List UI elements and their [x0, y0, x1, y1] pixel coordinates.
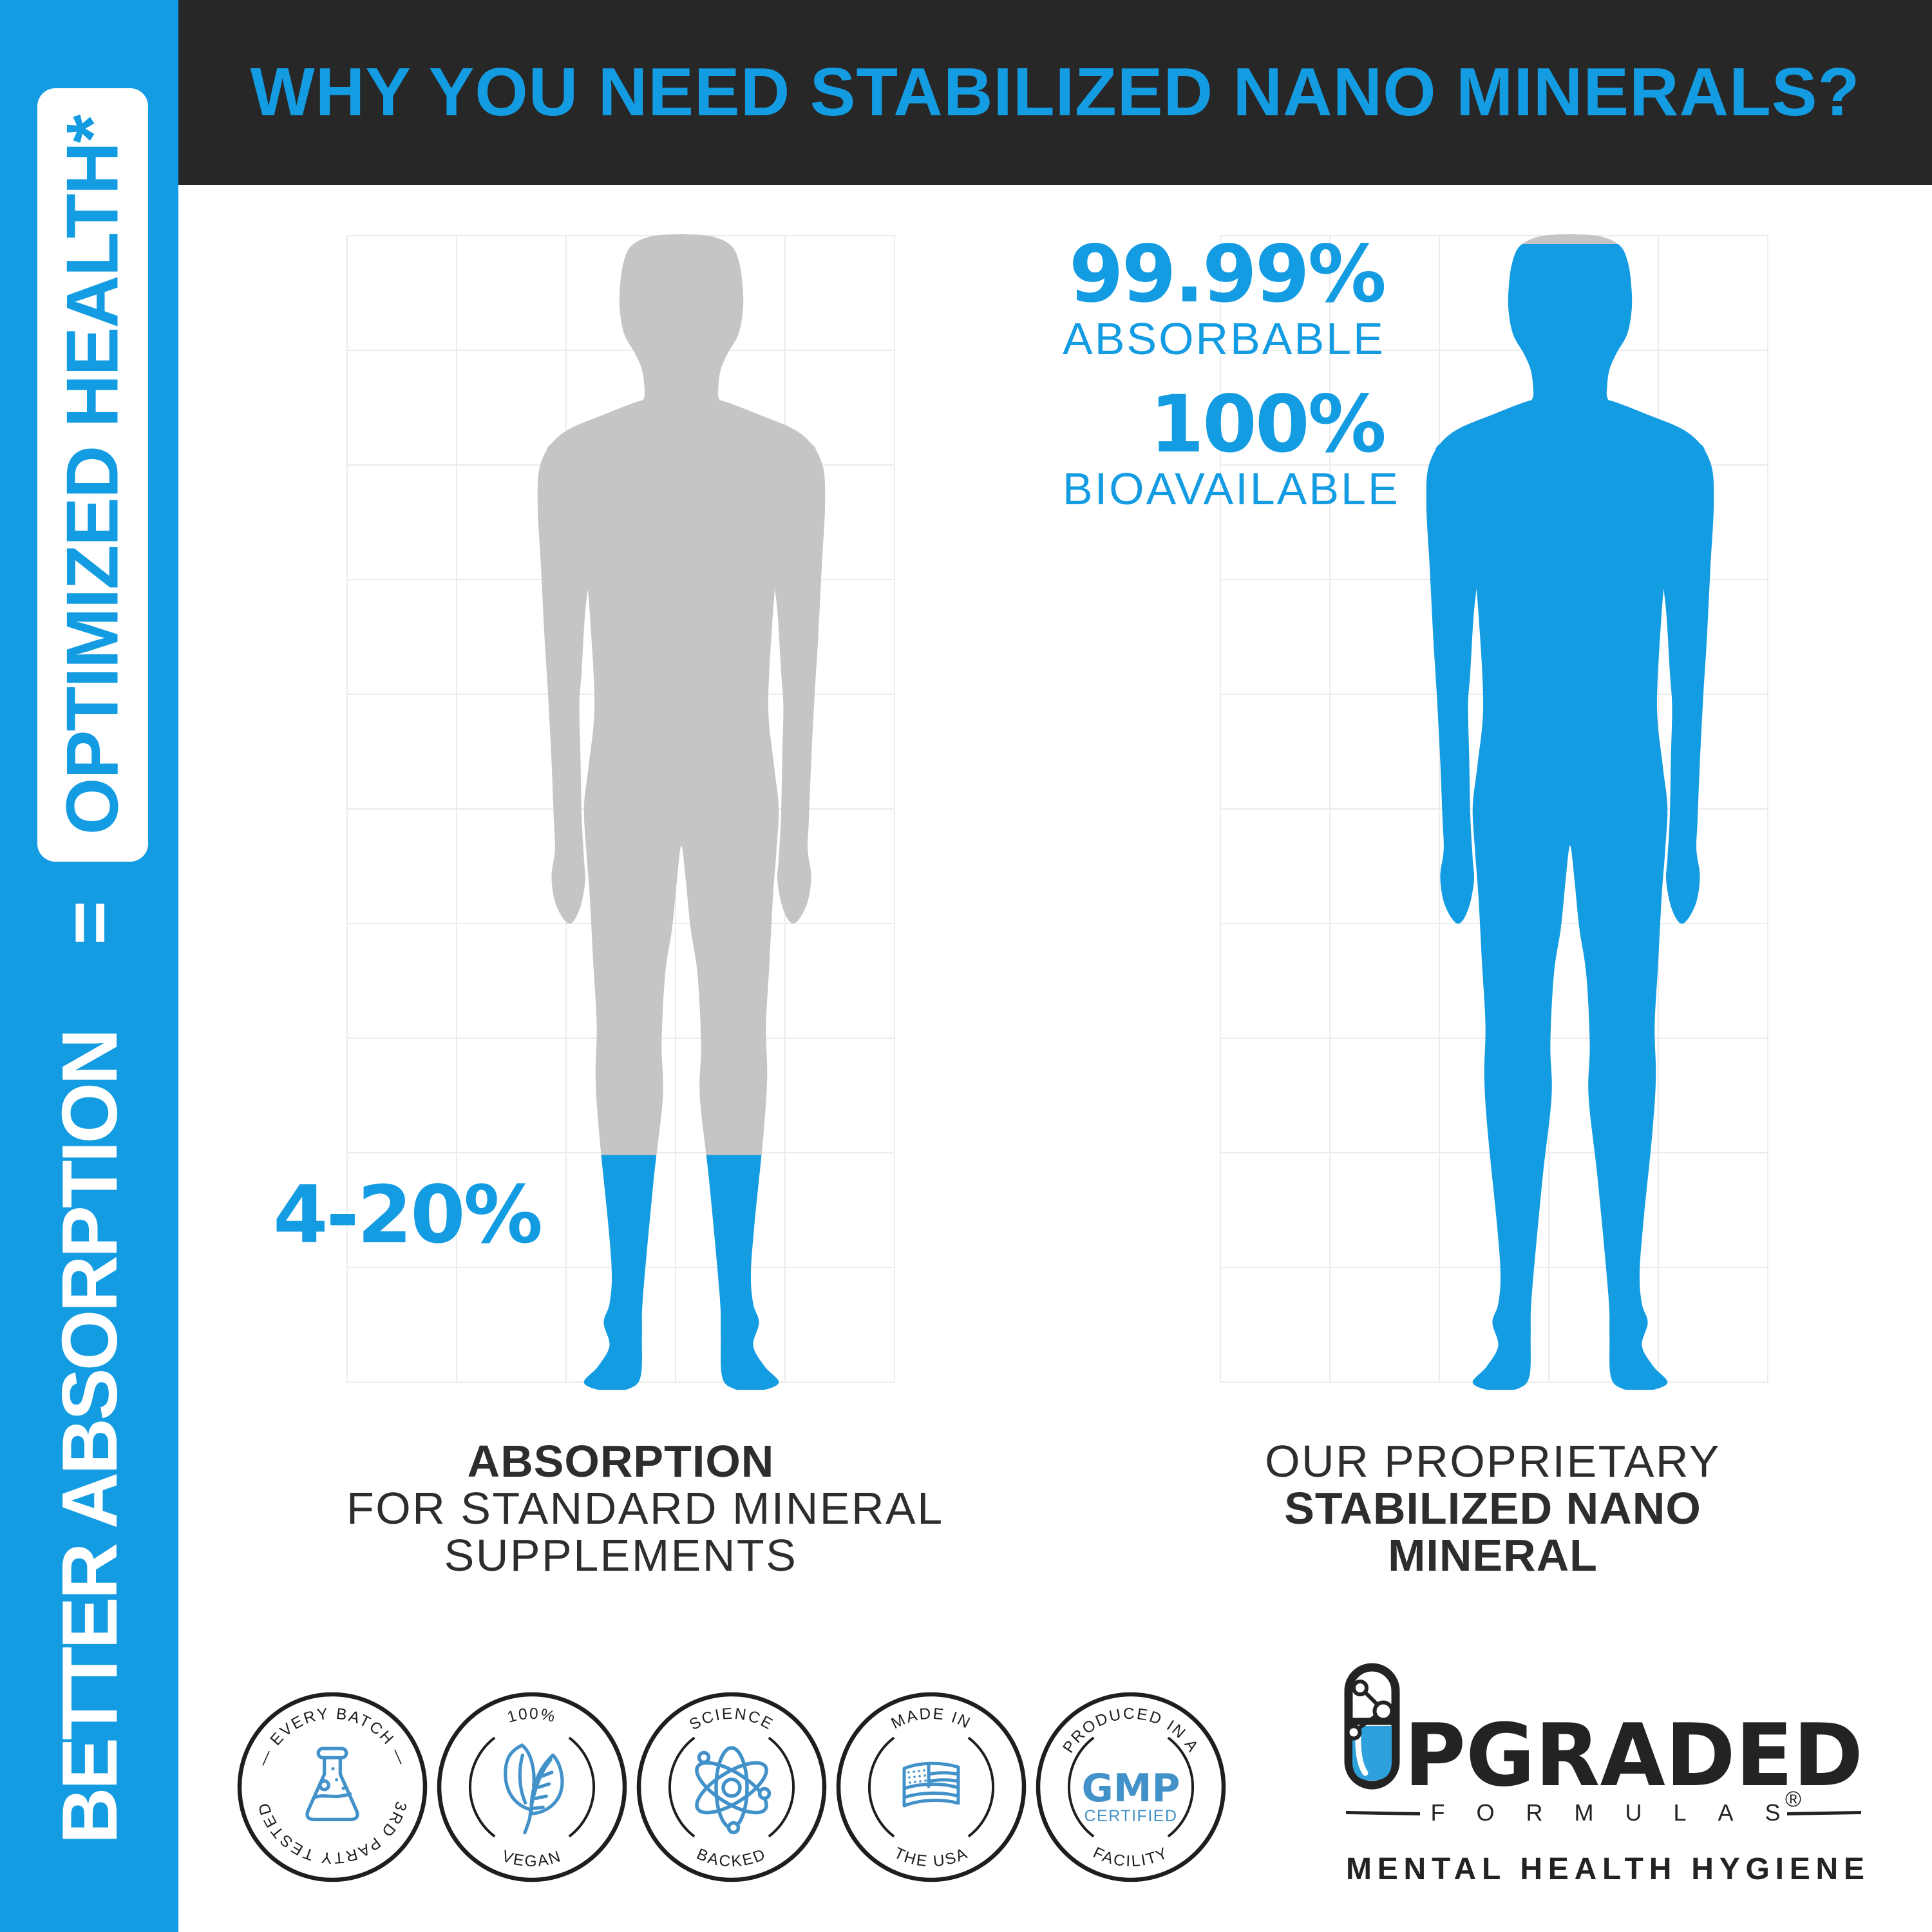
badge-ring	[636, 1692, 827, 1882]
right-caption-line1: OUR PROPRIETARY	[1265, 1436, 1721, 1486]
absorption-percent-label: 4-20%	[272, 1170, 543, 1262]
optimized-health-box: OPTIMIZED HEALTH*	[37, 88, 148, 862]
atom-icon	[695, 1746, 772, 1835]
badge-inner-arc-left	[867, 1736, 895, 1838]
badge-3: SCIENCE BACKED	[636, 1692, 827, 1882]
usa-flag-icon	[902, 1761, 960, 1808]
formulas-dash-right	[1787, 1811, 1861, 1815]
right-caption-line2: STABILIZED NANO	[1284, 1483, 1701, 1533]
bioavailable-value: 100%	[1150, 379, 1387, 470]
nano-mineral-figure	[1426, 233, 1714, 1390]
badge-inner-arc-right	[967, 1736, 995, 1838]
left-caption: ABSORPTION FOR STANDARD MINERAL SUPPLEME…	[346, 1436, 944, 1580]
badge-inner-arc-right	[768, 1736, 795, 1838]
standard-mineral-figure	[537, 233, 826, 1390]
left-sidebar: OPTIMIZED HEALTH* = BETTER ABSORPTION	[0, 0, 178, 1932]
male-silhouette-right	[1426, 233, 1714, 1390]
badge-inner-arc-left	[668, 1736, 696, 1838]
badge-inner-arc-left	[1067, 1736, 1095, 1838]
certified-label: CERTIFIED	[1084, 1807, 1178, 1825]
badge-4: MADE IN THE USA	[836, 1692, 1027, 1882]
gmp-label: GMP	[1082, 1766, 1180, 1811]
formulas-dash-left	[1346, 1811, 1420, 1815]
absorbable-value: 99.99%	[1068, 229, 1387, 320]
badge-ring	[237, 1692, 428, 1882]
capsule-icon	[1344, 1663, 1400, 1790]
top-banner: WHY YOU NEED STABILIZED NANO MINERALS?	[178, 0, 1932, 185]
molecule-icon	[1345, 1680, 1394, 1741]
left-caption-line2: FOR STANDARD MINERAL	[346, 1483, 944, 1533]
badge-2: 100% VEGAN	[437, 1692, 627, 1882]
badge-ring	[836, 1692, 1027, 1882]
tagline: MENTAL HEALTH HYGIENE	[1346, 1852, 1866, 1886]
vegan-leaves-icon	[504, 1743, 564, 1835]
banner-title: WHY YOU NEED STABILIZED NANO MINERALS?	[250, 54, 1861, 130]
badge-ring	[437, 1692, 627, 1882]
left-caption-line3: SUPPLEMENTS	[444, 1530, 798, 1580]
right-caption-line3: MINERAL	[1388, 1530, 1598, 1580]
wordmark: PGRADED	[1404, 1705, 1863, 1806]
right-caption: OUR PROPRIETARY STABILIZED NANO MINERAL	[1220, 1438, 1766, 1579]
badge-5: PRODUCED IN A FACILITY GMP CERTIFIED	[1036, 1692, 1226, 1882]
registered-mark: ®	[1785, 1787, 1801, 1812]
badge-ring	[1036, 1692, 1226, 1882]
left-caption-line1: ABSORPTION	[467, 1436, 775, 1486]
gmp-certified-mark: GMP CERTIFIED	[1082, 1766, 1180, 1825]
upgraded-formulas-logo: PGRADED FORMULAS ® MENTAL HEALTH HYGIENE	[1344, 1663, 1866, 1886]
equals-sign: =	[46, 900, 132, 945]
badge-1: — EVERY BATCH — 3RD PARTY TESTED	[237, 1692, 428, 1882]
optimized-health-label: OPTIMIZED HEALTH*	[52, 115, 134, 835]
bioavailable-label: BIOAVAILABLE	[1063, 464, 1400, 514]
absorbable-label: ABSORBABLE	[1063, 314, 1385, 364]
right-stats: 99.99% ABSORBABLE 100% BIOAVAILABLE	[1063, 229, 1400, 514]
flask-icon	[305, 1747, 359, 1821]
badge-inner-arc-left	[468, 1736, 496, 1838]
better-absorption-label: BETTER ABSORPTION	[45, 1030, 133, 1844]
badge-inner-arc-right	[568, 1736, 596, 1838]
male-silhouette-left	[537, 233, 826, 1390]
badge-inner-arc-right	[1167, 1736, 1195, 1838]
